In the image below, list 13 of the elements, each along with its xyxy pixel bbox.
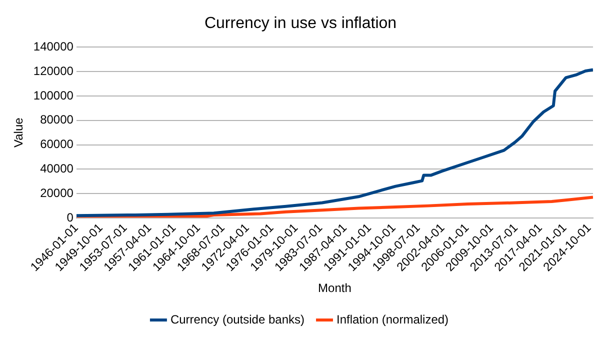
legend-label: Currency (outside banks) xyxy=(170,312,305,326)
legend-label: Inflation (normalized) xyxy=(336,312,449,326)
y-tick-label: 60000 xyxy=(40,137,74,152)
chart-title: Currency in use vs inflation xyxy=(204,15,397,32)
y-tick-label: 0 xyxy=(66,210,74,224)
x-axis-title: Month xyxy=(318,281,352,296)
y-tick-label: 120000 xyxy=(33,64,74,78)
y-tick-label: 80000 xyxy=(40,112,74,127)
y-tick-label: 40000 xyxy=(40,162,74,176)
y-tick-label: 140000 xyxy=(33,40,74,54)
y-axis-title: Value xyxy=(12,117,26,148)
y-tick-label: 20000 xyxy=(40,186,74,200)
y-tick-label: 100000 xyxy=(33,88,74,102)
